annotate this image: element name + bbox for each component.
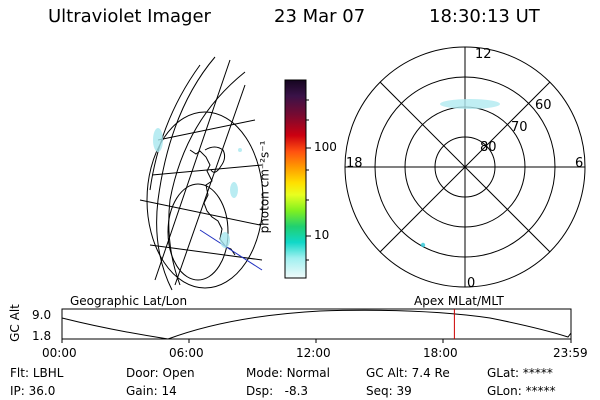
dsp-status: Dsp: -8.3	[246, 384, 309, 398]
timeline-y-tick-top: 9.0	[32, 308, 52, 322]
glon-value: *****	[525, 384, 556, 398]
filter-status: Flt: LBHL	[10, 366, 64, 380]
ip-status: IP: 36.0	[10, 384, 56, 398]
seq-value: 39	[396, 384, 412, 398]
gc-alt-value: 7.4 Re	[411, 366, 450, 380]
timeline-x-tick-4: 23:59	[553, 346, 588, 360]
colorbar-tick-10: 10	[314, 228, 330, 242]
door-value: Open	[162, 366, 195, 380]
colorbar-tick-100: 100	[314, 140, 337, 154]
mlat-label-80: 80	[480, 140, 497, 155]
image-date: 23 Mar 07	[274, 6, 366, 27]
timeline-x-tick-2: 12:00	[296, 346, 331, 360]
dsp-value: -8.3	[284, 384, 309, 398]
timeline-x-tick-1: 06:00	[169, 346, 204, 360]
glat-value: *****	[522, 366, 553, 380]
mlt-label-6: 6	[575, 156, 584, 171]
mlat-label-60: 60	[535, 98, 552, 113]
apex-projection-label: Apex MLat/MLT	[414, 294, 504, 308]
timeline-x-tick-0: 00:00	[42, 346, 77, 360]
gc-alt-status: GC Alt: 7.4 Re	[366, 366, 450, 380]
gain-value: 14	[161, 384, 177, 398]
gain-status: Gain: 14	[126, 384, 177, 398]
geographic-projection-label: Geographic Lat/Lon	[70, 294, 188, 308]
image-time: 18:30:13 UT	[429, 6, 540, 27]
timeline-x-tick-3: 18:00	[423, 346, 458, 360]
mode-value: Normal	[286, 366, 330, 380]
glat-status: GLat: *****	[487, 366, 553, 380]
instrument-title: Ultraviolet Imager	[48, 6, 211, 27]
timeline-y-tick-bottom: 1.8	[32, 329, 52, 343]
glon-status: GLon: *****	[487, 384, 556, 398]
door-status: Door: Open	[126, 366, 195, 380]
seq-status: Seq: 39	[366, 384, 412, 398]
ip-value: 36.0	[28, 384, 56, 398]
filter-value: LBHL	[32, 366, 64, 380]
mlt-label-0: 0	[467, 276, 476, 291]
mode-status: Mode: Normal	[246, 366, 330, 380]
mlat-label-70: 70	[511, 120, 528, 135]
mlt-label-12: 12	[475, 47, 492, 62]
mlt-label-18: 18	[346, 156, 363, 171]
